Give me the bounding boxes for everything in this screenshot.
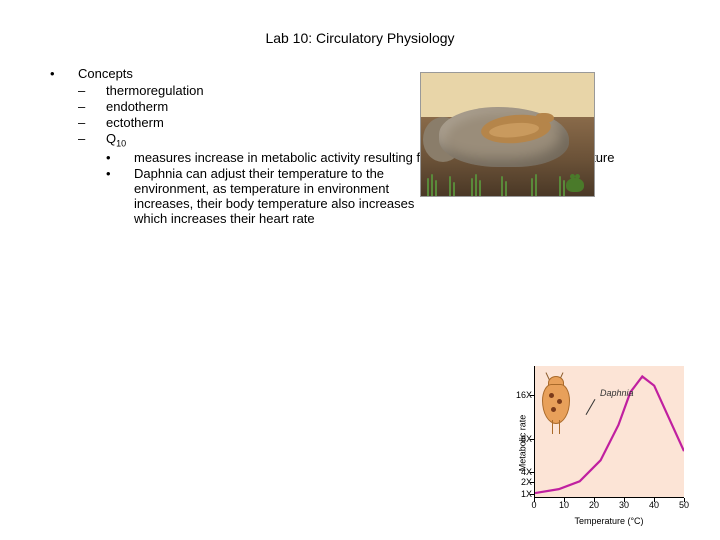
bullet-text: Concepts (78, 66, 700, 81)
bullet-text: Q10 (106, 131, 700, 149)
bullet-dot-icon: • (50, 66, 78, 81)
bullet-dot-icon: • (106, 166, 134, 226)
bullet-q10-sub1: • measures increase in metabolic activit… (106, 150, 700, 165)
daphnia-legs (552, 420, 560, 434)
bullet-dash-icon: – (78, 131, 106, 149)
daphnia-pointer-label: Daphnia (600, 388, 634, 398)
slide-title: Lab 10: Circulatory Physiology (0, 0, 720, 66)
bullet-concepts: • Concepts (50, 66, 700, 81)
metabolic-rate-chart: Daphnia Metabolic rate Temperature (°C) … (492, 358, 692, 528)
q10-label: Q (106, 131, 116, 146)
frog-icon (566, 178, 584, 192)
bullet-text: thermoregulation (106, 83, 700, 98)
bullet-text: endotherm (106, 99, 700, 114)
daphnia-icon (534, 372, 580, 432)
snake-head (536, 113, 554, 123)
bullet-dash-icon: – (78, 115, 106, 130)
bullet-dash-icon: – (78, 83, 106, 98)
bullet-thermoregulation: – thermoregulation (78, 83, 700, 98)
bullet-q10: – Q10 (78, 131, 700, 149)
bullet-dash-icon: – (78, 99, 106, 114)
bullet-text: ectotherm (106, 115, 700, 130)
x-axis-label: Temperature (°C) (534, 516, 684, 526)
bullet-text: measures increase in metabolic activity … (134, 150, 700, 165)
bullet-dot-icon: • (106, 150, 134, 165)
bullet-ectotherm: – ectotherm (78, 115, 700, 130)
content-area: • Concepts – thermoregulation – endother… (0, 66, 720, 226)
bullet-text: Daphnia can adjust their temperature to … (134, 166, 434, 226)
bullet-endotherm: – endotherm (78, 99, 700, 114)
daphnia-body (542, 384, 570, 424)
snake-frog-illustration (420, 72, 595, 197)
bullet-q10-sub2: • Daphnia can adjust their temperature t… (106, 166, 700, 226)
q10-subscript: 10 (116, 139, 126, 149)
